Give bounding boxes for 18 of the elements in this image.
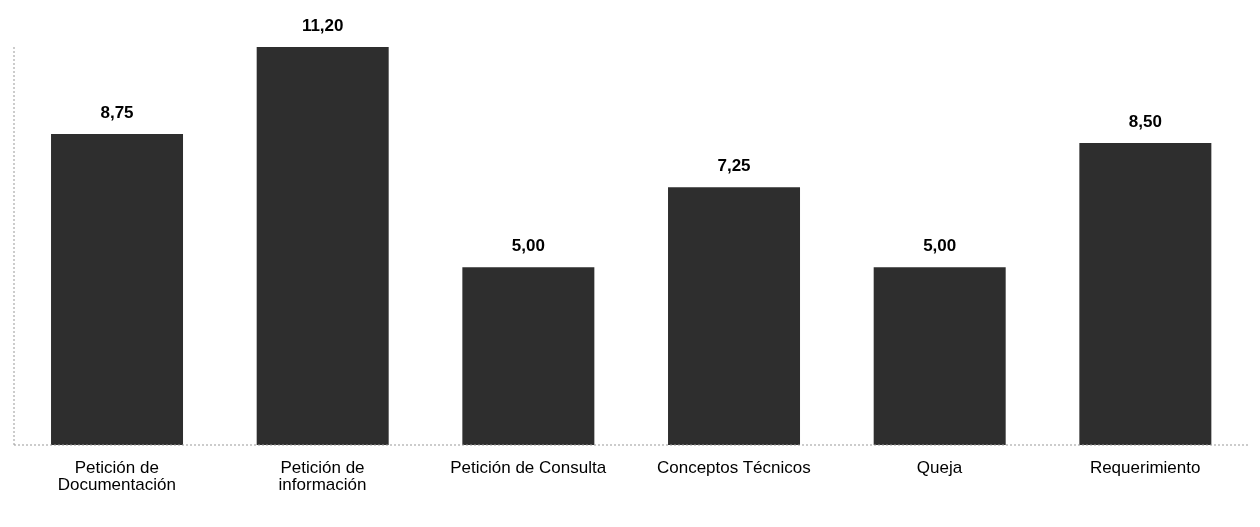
x-tick-label: Requerimiento: [1089, 458, 1201, 478]
data-label: 5,00: [511, 236, 545, 256]
data-label: 7,25: [717, 156, 751, 176]
bar: [873, 267, 1006, 445]
bar: [668, 187, 801, 445]
data-label: 5,00: [923, 236, 957, 256]
bar: [1079, 142, 1212, 445]
bar: [51, 134, 184, 445]
x-tick-label: Petición de Consulta: [450, 458, 607, 478]
data-label: 11,20: [301, 16, 344, 35]
data-label: 8,50: [1128, 111, 1162, 131]
x-tick-label: Queja: [916, 458, 963, 478]
x-tick-label: Petición de Documentación: [57, 458, 176, 495]
bar: [462, 267, 595, 445]
data-label: 8,75: [100, 103, 134, 123]
x-tick-label: Petición de información: [278, 458, 367, 495]
x-tick-label: Conceptos Técnicos: [656, 458, 811, 478]
bar: [256, 47, 389, 445]
